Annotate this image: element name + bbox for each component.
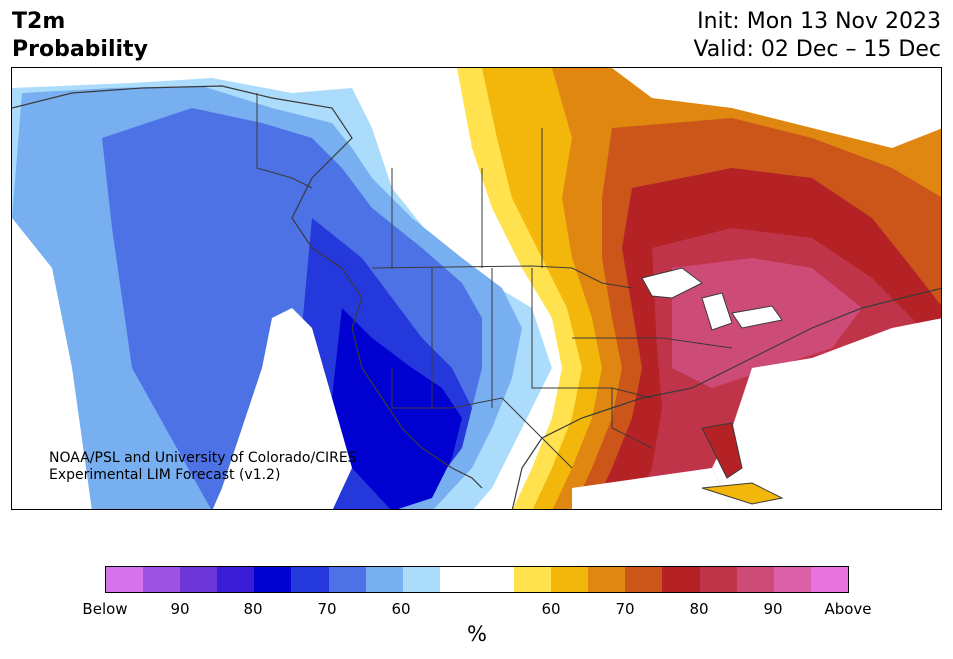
colorbar-segment (143, 567, 181, 592)
colorbar-tick-label: 70 (317, 600, 337, 618)
colorbar-units: % (467, 622, 487, 646)
colorbar-segment (365, 567, 403, 592)
attribution: NOAA/PSL and University of Colorado/CIRE… (49, 450, 357, 484)
colorbar-segment (551, 567, 589, 592)
colorbar-tick-label: 80 (243, 600, 263, 618)
colorbar-tick-label: 70 (615, 600, 635, 618)
colorbar-segment (736, 567, 774, 592)
colorbar-segment (217, 567, 255, 592)
colorbar-segment (106, 567, 144, 592)
probability-map (11, 67, 942, 510)
colorbar (105, 566, 849, 593)
init-date: Init: Mon 13 Nov 2023 (697, 9, 941, 34)
colorbar-tick-label: 60 (391, 600, 411, 618)
forecast-dates: Init: Mon 13 Nov 2023 Valid: 02 Dec – 15… (693, 8, 941, 64)
colorbar-segment (476, 567, 515, 592)
colorbar-segment (625, 567, 663, 592)
colorbar-segment (588, 567, 626, 592)
colorbar-tick-label: 90 (170, 600, 190, 618)
colorbar-segment (328, 567, 366, 592)
attribution-line-2: Experimental LIM Forecast (v1.2) (49, 467, 281, 483)
map-title: T2m Probability (12, 8, 148, 64)
title-line-1: T2m (12, 9, 66, 34)
colorbar-tick-label: 90 (763, 600, 783, 618)
colorbar-segment (180, 567, 218, 592)
colorbar-segment (254, 567, 292, 592)
title-line-2: Probability (12, 37, 148, 62)
colorbar-tick-label: 60 (541, 600, 561, 618)
colorbar-segment (291, 567, 329, 592)
colorbar-segment (810, 567, 848, 592)
colorbar-segment (662, 567, 700, 592)
colorbar-tick-label: 80 (689, 600, 709, 618)
colorbar-segment (514, 567, 552, 592)
colorbar-segment (402, 567, 440, 592)
valid-period: Valid: 02 Dec – 15 Dec (693, 37, 941, 62)
colorbar-segment (773, 567, 811, 592)
colorbar-segment (439, 567, 477, 592)
attribution-line-1: NOAA/PSL and University of Colorado/CIRE… (49, 450, 357, 466)
colorbar-tick-label: Below (82, 600, 128, 618)
colorbar-tick-label: Above (824, 600, 872, 618)
colorbar-segment (699, 567, 737, 592)
map-canvas (12, 68, 941, 509)
